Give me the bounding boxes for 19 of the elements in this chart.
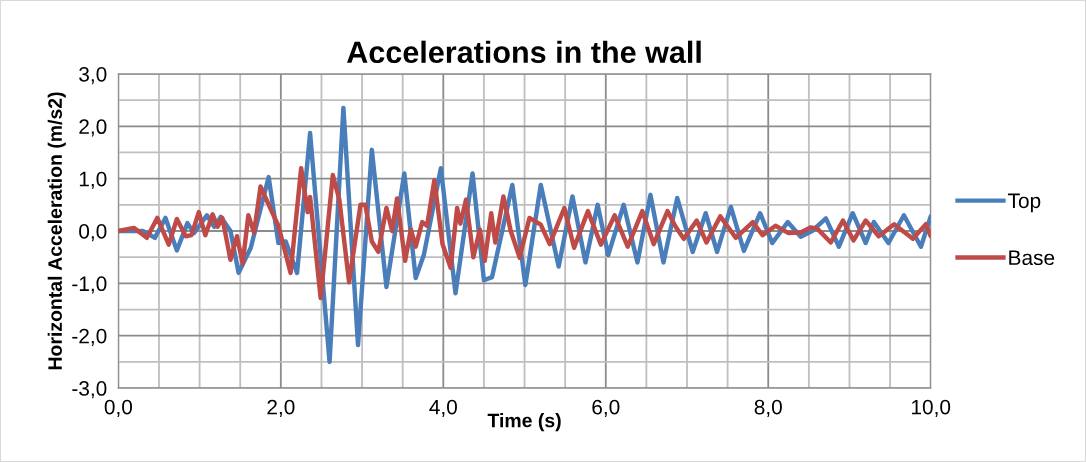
y-tick-label: 0,0 (79, 224, 107, 242)
chart-title: Accelerations in the wall (347, 40, 701, 64)
y-tick-label: -1,0 (72, 276, 107, 294)
y-tick-label: 3,0 (79, 66, 107, 85)
x-axis-title: Time (s) (487, 413, 561, 432)
y-axis-title: Horizontal Acceleration (m/s2) (47, 92, 66, 370)
x-tick-label: 2,0 (267, 399, 295, 417)
x-tick-label: 6,0 (592, 399, 620, 417)
legend-label: Base (1009, 250, 1055, 266)
legend-label: Top (1008, 193, 1041, 213)
x-tick-label: 4,0 (429, 399, 457, 417)
line-series (118, 165, 931, 301)
x-tick-label: 8,0 (754, 399, 782, 417)
y-tick-label: -2,0 (72, 328, 107, 346)
y-tick-label: 2,0 (79, 119, 107, 137)
x-tick-label: 10,0 (912, 399, 951, 417)
y-tick-label: -3,0 (72, 381, 107, 399)
y-tick-label: 1,0 (79, 171, 107, 189)
x-tick-label: 0,0 (104, 399, 133, 417)
